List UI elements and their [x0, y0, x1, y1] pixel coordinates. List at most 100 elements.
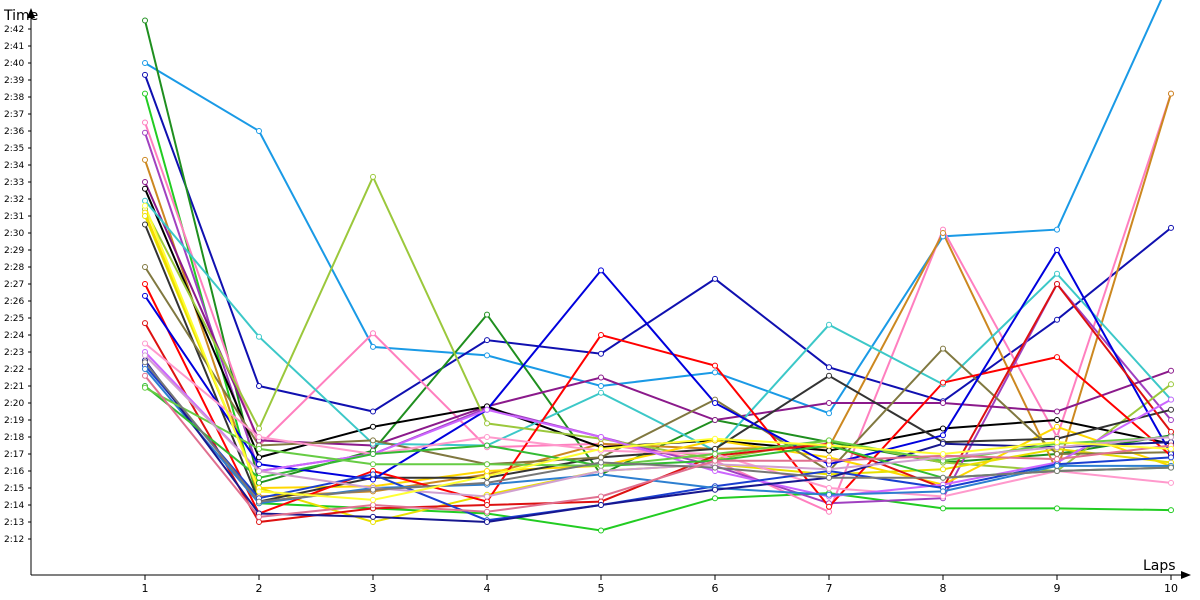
- data-point: [256, 468, 262, 474]
- y-tick-label: 2:35: [4, 144, 24, 154]
- data-point: [1168, 434, 1174, 440]
- data-point: [826, 372, 832, 379]
- data-point: [1054, 505, 1060, 512]
- data-point: [940, 432, 946, 439]
- series-line-10: [144, 200, 1172, 452]
- y-tick-label: 2:40: [4, 59, 24, 69]
- data-point: [1168, 224, 1174, 231]
- series-line-1: [144, 0, 1163, 415]
- series-line-28: [144, 375, 1172, 518]
- data-point: [712, 464, 718, 471]
- data-point: [256, 479, 262, 486]
- data-point: [484, 311, 490, 318]
- data-point: [142, 352, 148, 359]
- data-point: [484, 434, 490, 440]
- data-point: [1168, 454, 1174, 461]
- data-point: [826, 321, 832, 328]
- data-point: [1054, 468, 1060, 474]
- data-point: [712, 275, 718, 282]
- x-tick-label: 10: [1164, 582, 1178, 595]
- series-line-23: [144, 359, 1172, 524]
- data-point: [598, 459, 604, 466]
- y-tick-label: 2:12: [4, 535, 24, 545]
- y-tick-label: 2:41: [4, 42, 24, 52]
- y-tick-label: 2:14: [4, 501, 24, 511]
- data-point: [256, 461, 262, 468]
- data-point: [256, 488, 262, 495]
- series-line-15: [144, 266, 1172, 473]
- data-point: [1054, 281, 1060, 287]
- data-point: [256, 434, 262, 440]
- data-point: [484, 519, 490, 525]
- data-point: [142, 320, 148, 327]
- data-point: [484, 420, 490, 427]
- data-point: [826, 410, 832, 417]
- data-point: [142, 17, 148, 24]
- data-point: [712, 495, 718, 502]
- data-point: [370, 408, 376, 415]
- data-point: [598, 445, 604, 452]
- data-point: [142, 197, 148, 204]
- data-point: [940, 505, 946, 512]
- x-tick-label: 9: [1054, 582, 1061, 595]
- data-point: [598, 267, 604, 274]
- y-tick-label: 2:20: [4, 399, 24, 409]
- y-tick-label: 2:18: [4, 433, 24, 443]
- data-point: [712, 400, 718, 406]
- data-point: [370, 513, 376, 520]
- data-point: [712, 445, 718, 452]
- y-tick-label: 2:23: [4, 348, 24, 358]
- y-tick-label: 2:39: [4, 76, 24, 86]
- data-point: [598, 332, 604, 338]
- x-tick-label: 5: [598, 582, 605, 595]
- data-point: [370, 476, 376, 483]
- data-point: [598, 527, 604, 534]
- data-point: [370, 486, 376, 493]
- data-point: [142, 384, 148, 391]
- data-point: [712, 457, 718, 464]
- data-point: [940, 379, 946, 386]
- y-tick-label: 2:32: [4, 195, 24, 205]
- data-point: [142, 129, 148, 136]
- data-point: [142, 340, 148, 347]
- y-tick-label: 2:31: [4, 212, 24, 222]
- data-point: [256, 454, 262, 461]
- data-point: [826, 400, 832, 406]
- data-point: [256, 128, 262, 134]
- data-point: [1054, 451, 1060, 457]
- y-tick-label: 2:15: [4, 484, 24, 494]
- series-line-18: [144, 282, 1172, 524]
- data-point: [826, 485, 832, 491]
- data-point: [142, 221, 148, 228]
- y-tick-label: 2:34: [4, 161, 24, 171]
- data-point: [142, 292, 148, 299]
- x-tick-label: 3: [370, 582, 377, 595]
- data-point: [370, 343, 376, 350]
- data-point: [940, 474, 946, 481]
- data-point: [826, 508, 832, 515]
- data-point: [256, 383, 262, 389]
- series-line-19: [144, 342, 1172, 498]
- data-point: [1168, 428, 1174, 435]
- data-point: [940, 425, 946, 432]
- data-point: [1054, 316, 1060, 323]
- data-point: [256, 513, 262, 520]
- data-point: [826, 503, 832, 510]
- data-point: [598, 493, 604, 500]
- data-point: [142, 372, 148, 379]
- data-point: [142, 213, 148, 219]
- x-tick-label: 6: [712, 582, 719, 595]
- y-tick-label: 2:17: [4, 450, 24, 460]
- y-ticks: 2:12 2:13 2:14 2:15 2:16 2:17 2:18 2:19 2:20 2:21…: [4, 25, 31, 545]
- data-point: [256, 519, 262, 525]
- data-point: [484, 461, 490, 468]
- y-tick-label: 2:21: [4, 382, 24, 392]
- y-tick-label: 2:25: [4, 314, 24, 324]
- data-point: [484, 468, 490, 474]
- data-point: [370, 502, 376, 508]
- data-point: [142, 60, 148, 66]
- data-point: [484, 337, 490, 344]
- data-point: [1168, 381, 1174, 388]
- data-point: [1168, 90, 1174, 97]
- y-tick-label: 2:38: [4, 93, 24, 103]
